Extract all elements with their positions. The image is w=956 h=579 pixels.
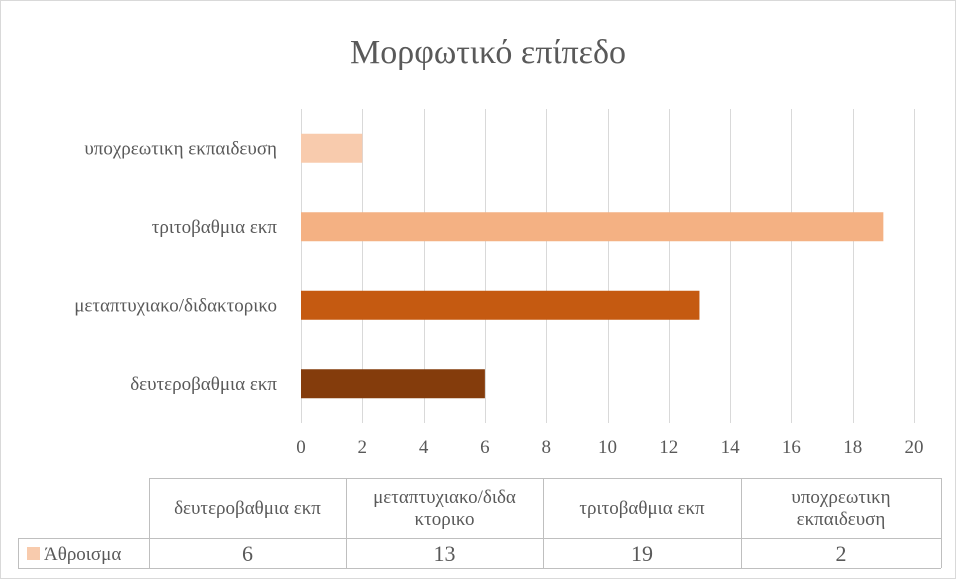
- category-label: δευτεροβαθμια εκπ: [130, 374, 277, 395]
- x-tick-label: 14: [721, 437, 741, 458]
- data-table: δευτεροβαθμια εκπ μεταπτυχιακο/διδακτορικ…: [18, 478, 942, 569]
- table-header-cell: εκπαιδευση: [797, 509, 886, 530]
- table-header-cell: κτορικο: [415, 509, 475, 530]
- table-header-cell: μεταπτυχιακο/διδα: [373, 487, 516, 508]
- x-tick-label: 16: [782, 437, 801, 458]
- table-value-cell: 19: [631, 541, 653, 566]
- x-tick-labels: 0 2 4 6 8 10 12 14 16 18 20: [296, 437, 923, 458]
- table-value-cell: 2: [836, 541, 847, 566]
- table-value-cell: 13: [434, 541, 456, 566]
- x-tick-label: 4: [419, 437, 429, 458]
- category-label: υποχρεωτικη εκπαιδευση: [84, 138, 277, 159]
- category-label: μεταπτυχιακο/διδακτορικο: [74, 295, 277, 316]
- bar: [301, 369, 485, 399]
- table-value-cell: 6: [242, 541, 253, 566]
- x-tick-label: 8: [541, 437, 551, 458]
- legend-swatch: [27, 547, 40, 560]
- bar: [301, 133, 363, 163]
- table-header-cell: δευτεροβαθμια εκπ: [174, 498, 321, 519]
- x-tick-label: 10: [598, 437, 617, 458]
- x-tick-label: 2: [358, 437, 368, 458]
- gridlines: [301, 109, 915, 423]
- bars: [301, 133, 884, 399]
- x-tick-label: 6: [480, 437, 490, 458]
- table-header-cell: υποχρεωτικη: [791, 487, 890, 508]
- x-tick-label: 20: [905, 437, 924, 458]
- x-tick-label: 12: [659, 437, 678, 458]
- legend-series-name: Άθροισμα: [44, 544, 121, 565]
- category-labels: δευτεροβαθμια εκπ μεταπτυχιακο/διδακτορικ…: [74, 138, 277, 395]
- category-label: τριτοβαθμια εκπ: [152, 217, 278, 238]
- table-header-cell: τριτοβαθμια εκπ: [579, 498, 705, 519]
- chart-title: Μορφωτικό επίπεδο: [350, 34, 626, 71]
- bar: [301, 290, 700, 320]
- x-tick-label: 0: [296, 437, 306, 458]
- x-tick-label: 18: [843, 437, 862, 458]
- bar: [301, 212, 884, 242]
